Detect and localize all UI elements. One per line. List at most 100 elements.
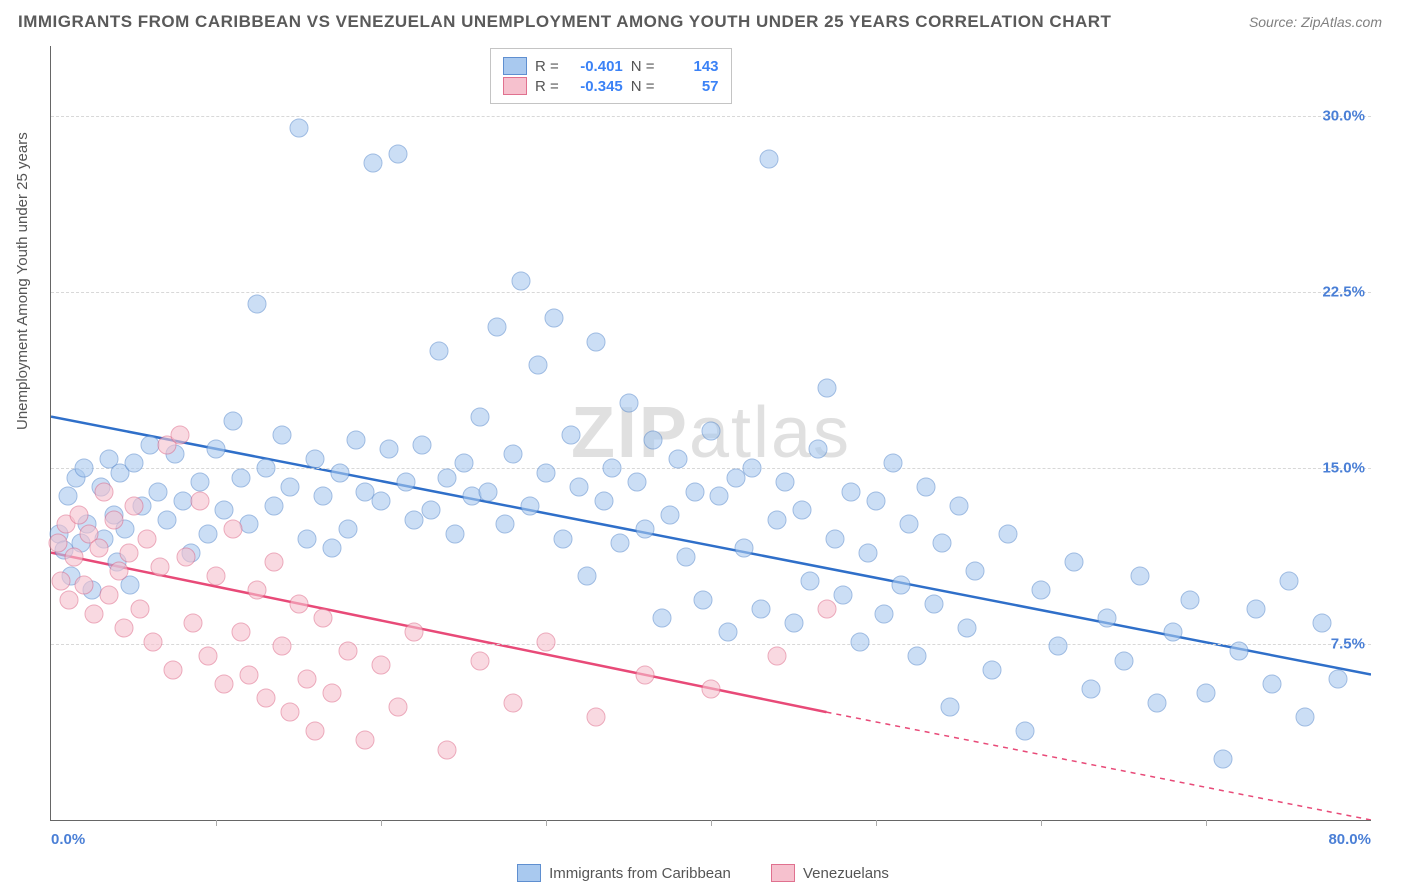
x-minor-tick: [546, 820, 547, 826]
data-point: [240, 515, 259, 534]
data-point: [231, 623, 250, 642]
correlation-legend: R = -0.401 N = 143 R = -0.345 N = 57: [490, 48, 732, 104]
data-point: [471, 407, 490, 426]
data-point: [561, 426, 580, 445]
x-minor-tick: [381, 820, 382, 826]
data-point: [594, 492, 613, 511]
x-minor-tick: [1206, 820, 1207, 826]
data-point: [924, 595, 943, 614]
data-point: [264, 553, 283, 572]
data-point: [446, 524, 465, 543]
data-point: [982, 660, 1001, 679]
swatch-caribbean: [503, 57, 527, 75]
data-point: [520, 496, 539, 515]
data-point: [1279, 571, 1298, 590]
data-point: [149, 482, 168, 501]
data-point: [1213, 750, 1232, 769]
data-point: [768, 510, 787, 529]
data-point: [685, 482, 704, 501]
gridline-h: [51, 644, 1371, 645]
data-point: [867, 492, 886, 511]
data-point: [512, 271, 531, 290]
data-point: [735, 538, 754, 557]
data-point: [438, 468, 457, 487]
data-point: [380, 440, 399, 459]
legend-item-venezuelans: Venezuelans: [771, 864, 889, 882]
data-point: [65, 548, 84, 567]
gridline-h: [51, 468, 1371, 469]
data-point: [198, 524, 217, 543]
n-label: N =: [631, 78, 655, 95]
data-point: [58, 487, 77, 506]
legend-item-caribbean: Immigrants from Caribbean: [517, 864, 731, 882]
data-point: [850, 632, 869, 651]
data-point: [916, 477, 935, 496]
data-point: [743, 459, 762, 478]
data-point: [322, 684, 341, 703]
data-point: [75, 576, 94, 595]
x-minor-tick: [216, 820, 217, 826]
data-point: [289, 119, 308, 138]
data-point: [776, 473, 795, 492]
data-point: [264, 496, 283, 515]
data-point: [281, 703, 300, 722]
data-point: [949, 496, 968, 515]
data-point: [215, 501, 234, 520]
data-point: [1263, 674, 1282, 693]
data-point: [702, 679, 721, 698]
data-point: [652, 609, 671, 628]
data-point: [504, 693, 523, 712]
data-point: [479, 482, 498, 501]
data-point: [1015, 721, 1034, 740]
data-point: [355, 731, 374, 750]
swatch-venezuelans: [771, 864, 795, 882]
gridline-h: [51, 292, 1371, 293]
data-point: [183, 613, 202, 632]
data-point: [281, 477, 300, 496]
data-point: [1312, 613, 1331, 632]
data-point: [363, 154, 382, 173]
data-point: [177, 548, 196, 567]
swatch-caribbean: [517, 864, 541, 882]
data-point: [124, 496, 143, 515]
data-point: [768, 646, 787, 665]
data-point: [144, 632, 163, 651]
data-point: [207, 440, 226, 459]
legend-row-venezuelans: R = -0.345 N = 57: [503, 77, 719, 95]
data-point: [131, 599, 150, 618]
data-point: [150, 557, 169, 576]
data-point: [438, 740, 457, 759]
data-point: [471, 651, 490, 670]
data-point: [627, 473, 646, 492]
data-point: [347, 431, 366, 450]
data-point: [1065, 553, 1084, 572]
data-point: [89, 538, 108, 557]
data-point: [164, 660, 183, 679]
x-tick-label: 80.0%: [1328, 831, 1371, 848]
chart-title: IMMIGRANTS FROM CARIBBEAN VS VENEZUELAN …: [18, 12, 1111, 32]
data-point: [966, 562, 985, 581]
plot-area: ZIPatlas 7.5%15.0%22.5%30.0%0.0%80.0%: [50, 46, 1371, 821]
source-attribution: Source: ZipAtlas.com: [1249, 14, 1382, 30]
data-point: [306, 721, 325, 740]
data-point: [84, 604, 103, 623]
data-point: [190, 492, 209, 511]
data-point: [1081, 679, 1100, 698]
data-point: [94, 482, 113, 501]
data-point: [999, 524, 1018, 543]
y-axis-label: Unemployment Among Youth under 25 years: [14, 132, 31, 430]
x-minor-tick: [876, 820, 877, 826]
data-point: [372, 492, 391, 511]
data-point: [372, 656, 391, 675]
data-point: [817, 379, 836, 398]
data-point: [190, 473, 209, 492]
data-point: [693, 590, 712, 609]
data-point: [114, 618, 133, 637]
data-point: [1098, 609, 1117, 628]
data-point: [330, 463, 349, 482]
data-point: [1197, 684, 1216, 703]
n-label: N =: [631, 58, 655, 75]
r-label: R =: [535, 78, 559, 95]
data-point: [908, 646, 927, 665]
data-point: [677, 548, 696, 567]
